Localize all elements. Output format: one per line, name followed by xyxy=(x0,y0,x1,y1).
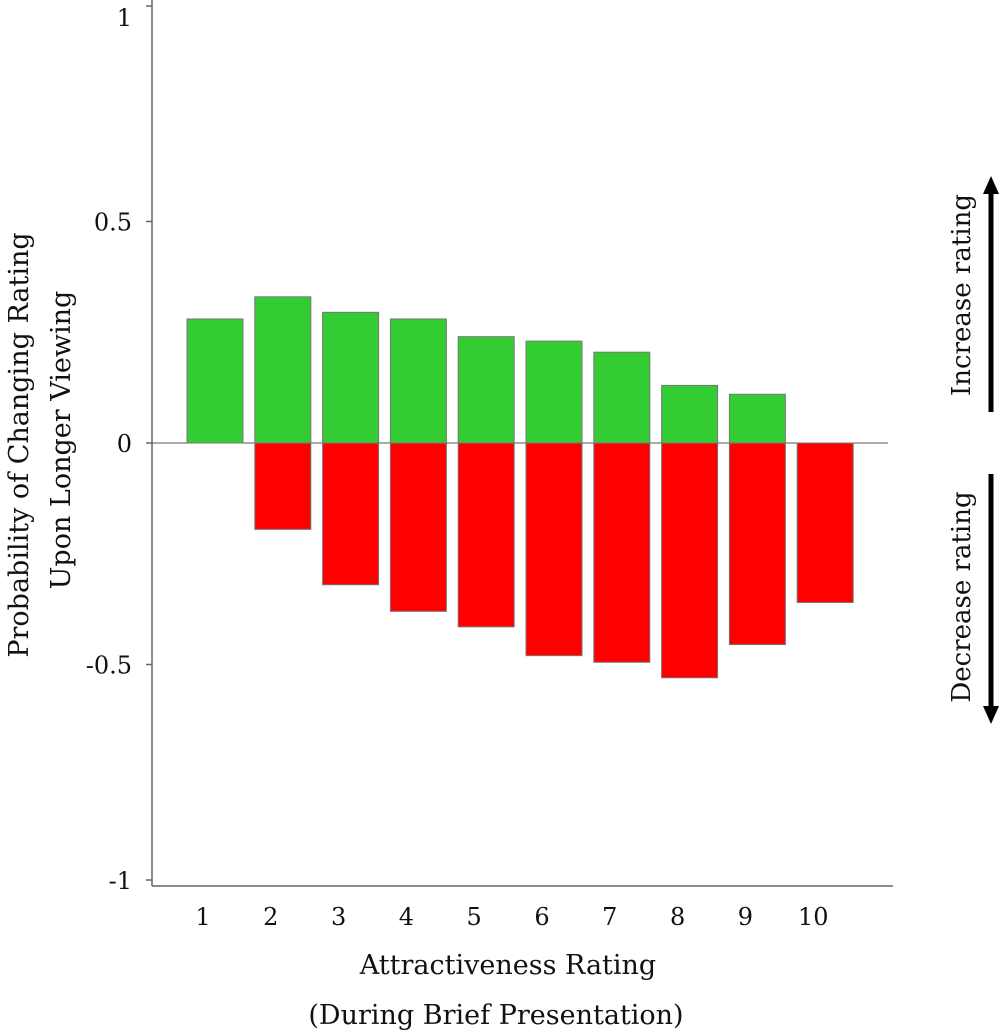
increase-bar-7 xyxy=(593,351,651,444)
bars-group xyxy=(186,296,854,679)
up-arrow-icon xyxy=(983,176,999,412)
increase-bar-6 xyxy=(525,340,583,444)
y-tick-label: 1 xyxy=(117,4,132,32)
decrease-bar-9 xyxy=(728,442,786,646)
x-axis-title-line2: (During Brief Presentation) xyxy=(308,1000,683,1031)
down-arrow-icon xyxy=(983,474,999,724)
x-tick-label-5: 5 xyxy=(467,903,482,931)
x-tick-label-2: 2 xyxy=(263,903,278,931)
x-tick-label-4: 4 xyxy=(399,903,414,931)
x-axis-title-line1: Attractiveness Rating xyxy=(359,950,656,981)
y-tick-label: 0 xyxy=(117,430,132,458)
decrease-bar-5 xyxy=(457,442,515,628)
x-tick-label-3: 3 xyxy=(331,903,346,931)
increase-bar-3 xyxy=(322,311,380,444)
y-axis-title-line2: Upon Longer Viewing xyxy=(46,291,77,590)
decrease-bar-3 xyxy=(322,442,380,586)
x-tick-label-8: 8 xyxy=(670,903,685,931)
increase-bar-8 xyxy=(661,384,719,444)
y-tick-label: 0.5 xyxy=(94,209,132,237)
y-ticks-group: 1 0.5 0 -0.5 -1 xyxy=(86,4,152,895)
increase-bar-1 xyxy=(186,318,244,444)
x-tick-label-6: 6 xyxy=(534,903,549,931)
x-tick-label-7: 7 xyxy=(602,903,617,931)
decrease-rating-label: Decrease rating xyxy=(947,491,977,702)
decrease-bar-10 xyxy=(796,442,854,603)
decrease-bar-7 xyxy=(593,442,651,663)
increase-bar-9 xyxy=(728,393,786,444)
y-tick-label: -1 xyxy=(109,867,132,895)
decrease-bar-8 xyxy=(661,442,719,679)
x-ticks-group: 1 2 3 4 5 6 7 8 9 10 xyxy=(195,903,828,931)
decrease-bar-4 xyxy=(389,442,447,612)
increase-rating-label: Increase rating xyxy=(947,194,977,396)
increase-bar-5 xyxy=(457,336,515,444)
decrease-bar-2 xyxy=(254,442,312,530)
y-axis-title-line1: Probability of Changing Rating xyxy=(4,232,35,657)
increase-bar-4 xyxy=(389,318,447,444)
x-tick-label-1: 1 xyxy=(195,903,210,931)
x-tick-label-10: 10 xyxy=(798,903,829,931)
y-tick-label: -0.5 xyxy=(86,652,132,680)
increase-bar-2 xyxy=(254,296,312,444)
x-tick-label-9: 9 xyxy=(738,903,753,931)
decrease-bar-6 xyxy=(525,442,583,657)
